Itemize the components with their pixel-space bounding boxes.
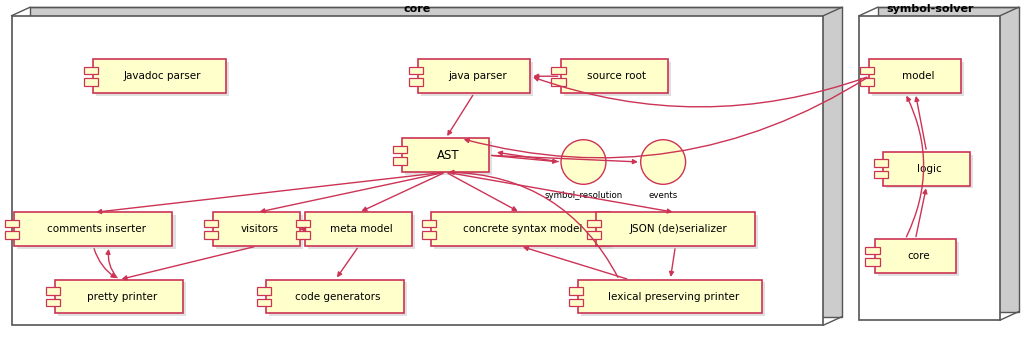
Bar (5, 220, 19, 227)
FancyBboxPatch shape (96, 62, 229, 96)
FancyBboxPatch shape (596, 212, 755, 246)
FancyBboxPatch shape (14, 212, 172, 246)
Bar (204, 231, 218, 239)
FancyBboxPatch shape (874, 239, 956, 273)
Bar (422, 231, 436, 239)
Bar (393, 157, 408, 165)
Bar (587, 231, 601, 239)
Text: symbol-solver: symbol-solver (886, 4, 974, 14)
FancyBboxPatch shape (308, 215, 416, 249)
Ellipse shape (561, 140, 606, 184)
Bar (296, 231, 310, 239)
Text: events: events (648, 191, 678, 200)
Bar (587, 220, 601, 227)
Text: concrete syntax model: concrete syntax model (463, 224, 583, 234)
Bar (257, 299, 271, 306)
FancyBboxPatch shape (872, 62, 965, 96)
Text: logic: logic (918, 164, 942, 174)
Text: symbol_resolution: symbol_resolution (545, 191, 623, 200)
Bar (865, 258, 880, 266)
Text: AST: AST (437, 149, 460, 162)
FancyBboxPatch shape (878, 242, 959, 276)
Text: JSON (de)serializer: JSON (de)serializer (630, 224, 727, 234)
Bar (422, 220, 436, 227)
Text: visitors: visitors (241, 224, 279, 234)
FancyBboxPatch shape (305, 212, 413, 246)
FancyBboxPatch shape (17, 215, 175, 249)
FancyBboxPatch shape (579, 280, 762, 313)
FancyBboxPatch shape (884, 152, 970, 186)
Text: core: core (907, 251, 930, 261)
FancyBboxPatch shape (582, 283, 765, 316)
FancyBboxPatch shape (93, 59, 226, 93)
Bar (551, 67, 565, 74)
Bar (409, 67, 423, 74)
Text: code generators: code generators (296, 292, 381, 302)
Bar (30, 7, 842, 317)
FancyBboxPatch shape (266, 280, 404, 313)
Bar (84, 67, 98, 74)
FancyBboxPatch shape (869, 59, 962, 93)
Bar (878, 7, 1019, 312)
Bar (5, 231, 19, 239)
Bar (46, 299, 60, 306)
FancyBboxPatch shape (406, 141, 493, 175)
FancyBboxPatch shape (55, 280, 182, 313)
Text: pretty printer: pretty printer (87, 292, 157, 302)
Bar (204, 220, 218, 227)
FancyBboxPatch shape (213, 212, 300, 246)
FancyBboxPatch shape (421, 62, 534, 96)
Bar (569, 299, 584, 306)
FancyBboxPatch shape (58, 283, 185, 316)
Bar (409, 78, 423, 86)
Ellipse shape (641, 140, 686, 184)
Bar (46, 287, 60, 294)
FancyBboxPatch shape (563, 62, 671, 96)
Text: lexical preserving printer: lexical preserving printer (607, 292, 738, 302)
FancyBboxPatch shape (887, 155, 973, 188)
Text: model: model (902, 71, 935, 81)
FancyBboxPatch shape (560, 59, 668, 93)
Bar (11, 16, 823, 325)
Bar (84, 78, 98, 86)
Bar (859, 16, 1000, 320)
Bar (865, 247, 880, 254)
FancyBboxPatch shape (418, 59, 530, 93)
Bar (860, 78, 874, 86)
Bar (873, 171, 888, 178)
FancyBboxPatch shape (216, 215, 303, 249)
Text: source root: source root (588, 71, 646, 81)
FancyBboxPatch shape (599, 215, 758, 249)
Bar (257, 287, 271, 294)
Bar (569, 287, 584, 294)
FancyBboxPatch shape (434, 215, 612, 249)
Bar (873, 159, 888, 167)
Text: java parser: java parser (447, 71, 507, 81)
Text: core: core (403, 4, 431, 14)
Text: meta model: meta model (331, 224, 393, 234)
Bar (296, 220, 310, 227)
FancyBboxPatch shape (269, 283, 408, 316)
Text: Javadoc parser: Javadoc parser (124, 71, 202, 81)
Bar (393, 146, 408, 153)
Bar (860, 67, 874, 74)
Text: comments inserter: comments inserter (47, 224, 145, 234)
FancyBboxPatch shape (431, 212, 609, 246)
Bar (551, 78, 565, 86)
FancyBboxPatch shape (402, 138, 489, 172)
